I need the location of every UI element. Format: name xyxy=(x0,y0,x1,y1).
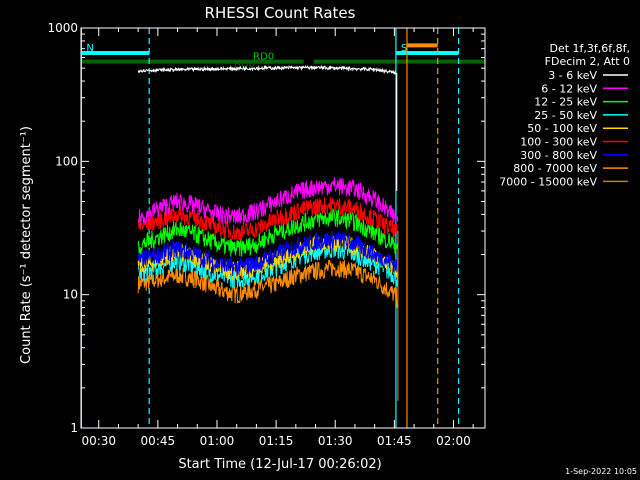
series-layer xyxy=(137,64,399,401)
interval-layer: N RD0 S RD0 xyxy=(81,43,485,70)
chart-title: RHESSI Count Rates xyxy=(205,4,356,22)
marker-layer xyxy=(81,28,460,428)
series-line-6to12keV xyxy=(137,177,399,226)
legend-header-line-2: FDecim 2, Att 0 xyxy=(545,55,630,68)
interval-bar-label: N xyxy=(86,43,93,54)
series-line-12to25keV xyxy=(137,207,399,257)
legend-label: 50 - 100 keV xyxy=(527,122,597,135)
footer-timestamp: 1-Sep-2022 10:05 xyxy=(565,467,637,476)
legend-label: 100 - 300 keV xyxy=(520,136,597,149)
interval-bar-label: S xyxy=(401,43,407,54)
y-tick-label: 1 xyxy=(70,421,78,435)
plot-frame xyxy=(80,27,486,429)
y-axis-label: Count Rate (s⁻¹ detector segment⁻¹) xyxy=(19,126,34,364)
series-line-100to300keV xyxy=(137,196,399,242)
y-tick-label: 1000 xyxy=(47,21,78,35)
x-tick-label: 01:45 xyxy=(377,434,412,448)
legend-label: 7000 - 15000 keV xyxy=(499,175,597,188)
series-line-25to50keV xyxy=(137,241,399,289)
x-tick-label: 02:00 xyxy=(436,434,471,448)
legend-label: 800 - 7000 keV xyxy=(513,162,597,175)
y-tick-label: 100 xyxy=(55,154,78,168)
legend-label: 3 - 6 keV xyxy=(548,69,597,82)
legend-label: 12 - 25 keV xyxy=(534,96,597,109)
series-line-300to800keV xyxy=(137,230,399,277)
legend-label: 25 - 50 keV xyxy=(534,109,597,122)
x-tick-label: 01:15 xyxy=(259,434,294,448)
overlay-label: RD0 xyxy=(234,59,255,70)
tick-layer: 00:30 00:45 01:00 01:15 01:30 01:45 02:00 1 10 10… xyxy=(47,21,485,448)
y-tick-label: 10 xyxy=(63,288,78,302)
x-tick-label: 01:00 xyxy=(200,434,235,448)
x-tick-label: 00:45 xyxy=(141,434,176,448)
x-axis-label: Start Time (12-Jul-17 00:26:02) xyxy=(178,457,381,472)
legend-label: 6 - 12 keV xyxy=(541,82,597,95)
interval-bar-label: RD0 xyxy=(253,52,274,63)
legend-label: 300 - 800 keV xyxy=(520,149,597,162)
x-tick-label: 00:30 xyxy=(81,434,116,448)
legend-header-line-1: Det 1f,3f,6f,8f, xyxy=(549,42,630,55)
x-tick-label: 01:30 xyxy=(318,434,353,448)
series-line-800to7000keV xyxy=(137,259,399,309)
series-line-3to6keV xyxy=(137,64,397,76)
legend: Det 1f,3f,6f,8f, FDecim 2, Att 0 3 - 6 k… xyxy=(499,42,630,188)
